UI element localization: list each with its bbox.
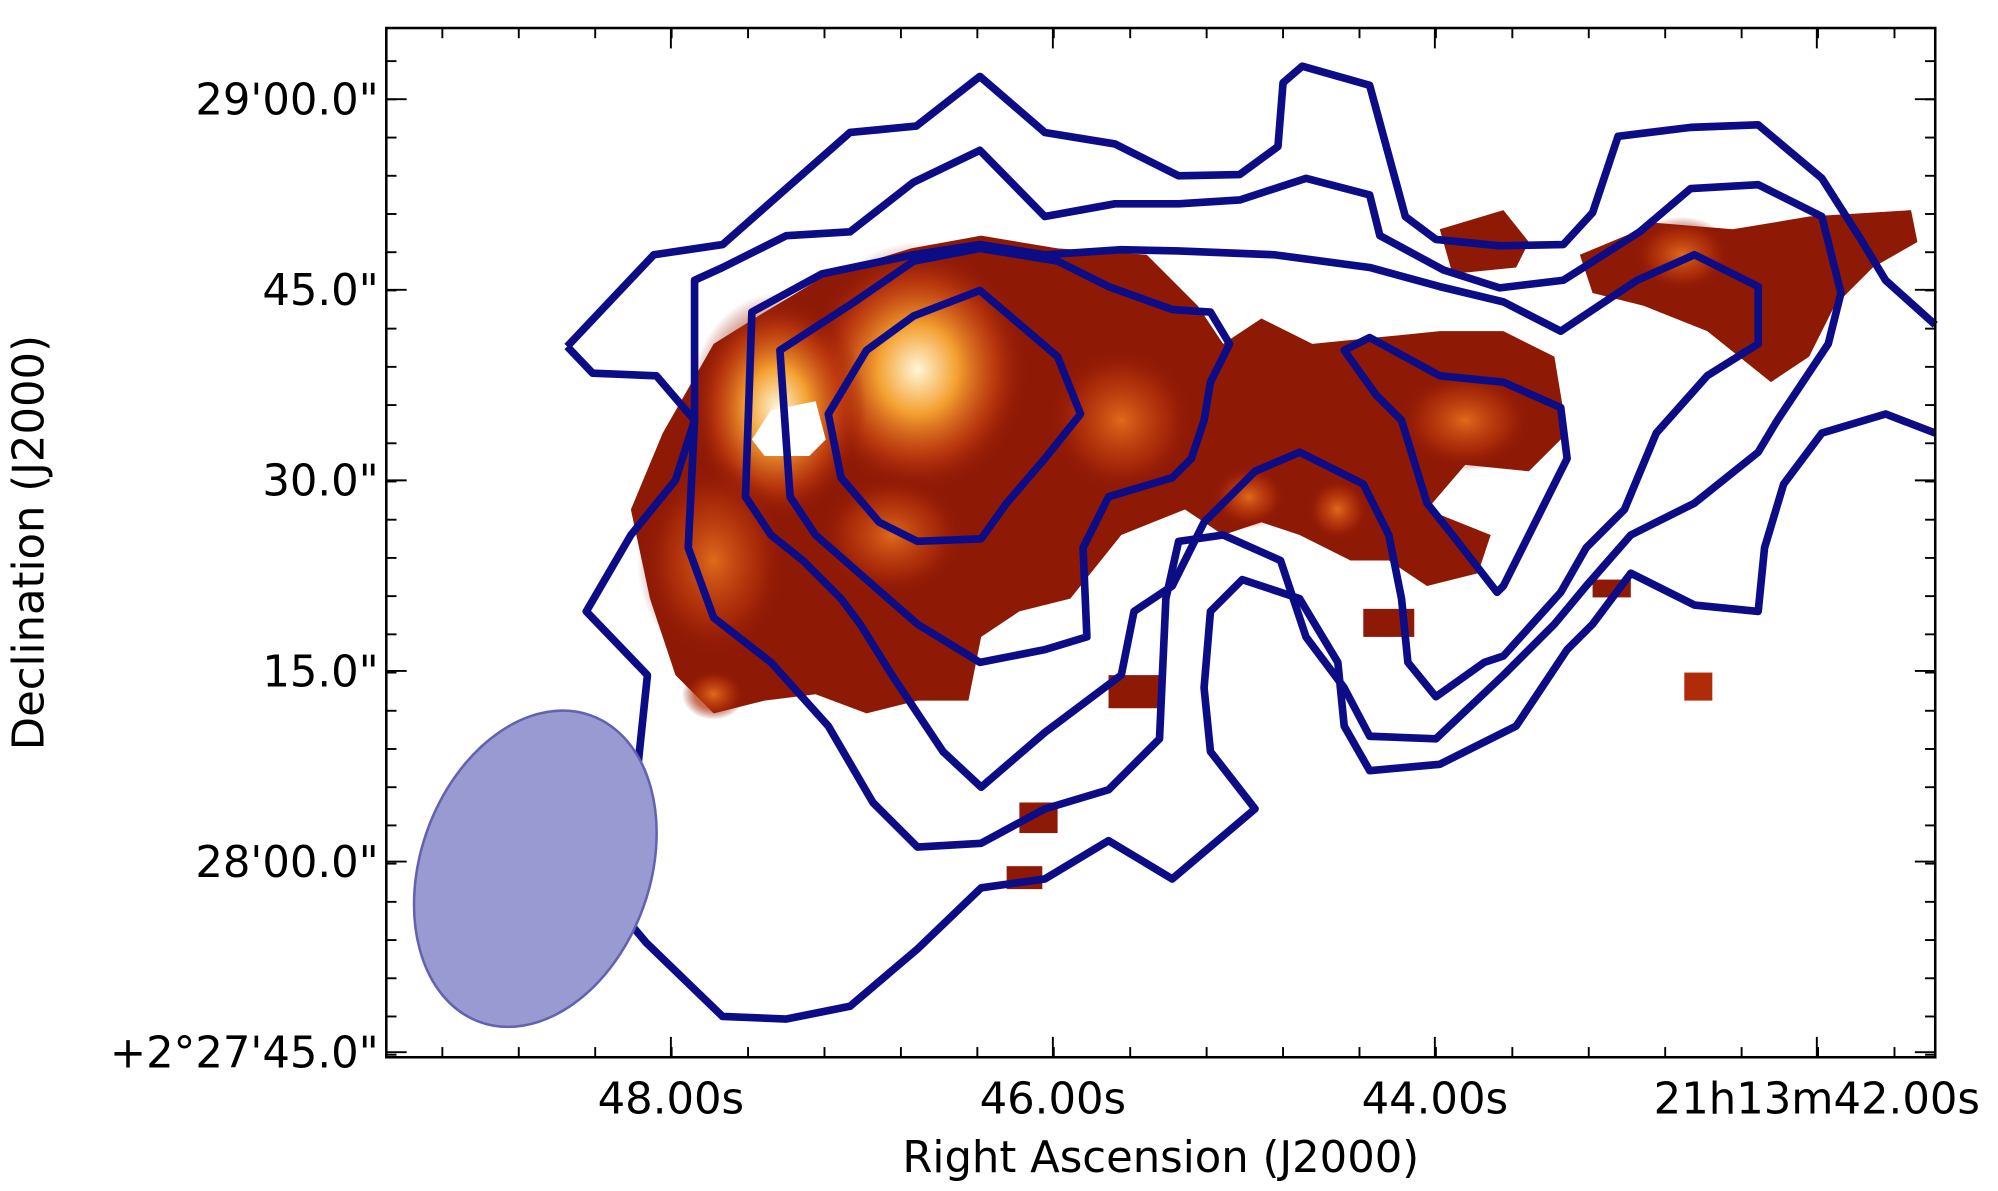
contour [684, 146, 1845, 851]
x-axis-label: Right Ascension (J2000) [902, 1133, 1419, 1183]
contour [776, 244, 1234, 667]
contour [741, 240, 1763, 792]
contour [564, 343, 1937, 1023]
y-tick-label: 30.0" [262, 457, 378, 507]
x-tick-label: 46.00s [980, 1074, 1127, 1124]
y-tick-label: 28'00.0" [195, 838, 378, 888]
contour [564, 62, 1938, 350]
beam-ellipse [412, 709, 658, 1029]
contours [564, 62, 1938, 1023]
plot-frame [385, 26, 1937, 1059]
emission-map [630, 210, 1918, 890]
contour [824, 286, 1085, 546]
x-tick-label: 44.00s [1362, 1074, 1509, 1124]
contour [1340, 333, 1571, 597]
y-tick-label: +2°27'45.0" [110, 1028, 379, 1078]
x-tick-label: 48.00s [598, 1074, 745, 1124]
y-tick-label: 45.0" [262, 266, 378, 316]
y-tick-label: 15.0" [262, 647, 378, 697]
y-tick-label: 29'00.0" [195, 75, 378, 125]
x-tick-label: 21h13m42.00s [1654, 1074, 1980, 1124]
y-axis-label: Declination (J2000) [5, 335, 55, 750]
